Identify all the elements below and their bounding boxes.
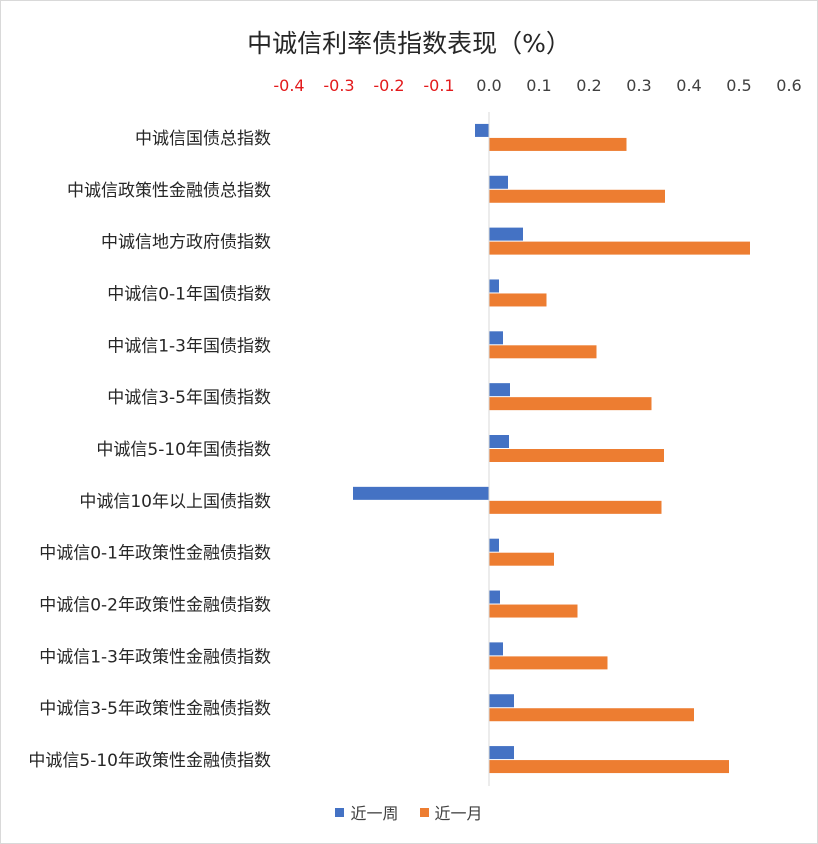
bar-month <box>489 552 554 566</box>
x-tick-label: 0.4 <box>676 76 701 95</box>
category-label: 中诚信1-3年政策性金融债指数 <box>39 647 271 667</box>
legend-label-month: 近一月 <box>434 804 483 823</box>
category-label: 中诚信3-5年政策性金融债指数 <box>39 699 271 719</box>
chart-legend: 近一周 近一月 <box>0 800 818 824</box>
bar-month <box>489 760 729 774</box>
bar-week <box>489 383 510 397</box>
category-label: 中诚信0-1年国债指数 <box>107 284 271 304</box>
x-tick-label: -0.1 <box>423 76 454 95</box>
bar-month <box>489 604 578 618</box>
bar-month <box>489 708 694 722</box>
x-tick-label: -0.3 <box>323 76 354 95</box>
bar-week <box>489 590 500 604</box>
bar-week <box>489 642 503 656</box>
legend-item-month: 近一月 <box>419 800 483 824</box>
bar-week <box>489 227 523 241</box>
bar-month <box>489 449 664 462</box>
bar-month <box>489 500 662 514</box>
x-tick-label: 0.3 <box>626 76 651 95</box>
bar-week <box>489 331 503 345</box>
x-tick-label: -0.2 <box>373 76 404 95</box>
x-tick-label: -0.4 <box>273 76 304 95</box>
bar-week <box>489 746 514 760</box>
category-label: 中诚信政策性金融债总指数 <box>67 181 271 201</box>
category-label: 中诚信5-10年国债指数 <box>96 440 271 460</box>
x-tick-label: 0.0 <box>476 76 501 95</box>
bar-week <box>489 435 509 448</box>
bar-week <box>475 123 489 137</box>
x-tick-label: 0.5 <box>726 76 751 95</box>
x-tick-label: 0.1 <box>526 76 551 95</box>
category-label: 中诚信10年以上国债指数 <box>79 492 271 512</box>
bar-month <box>489 293 547 307</box>
bar-month <box>489 397 652 411</box>
bar-month <box>489 345 597 359</box>
bar-month <box>489 656 608 670</box>
category-label: 中诚信5-10年政策性金融债指数 <box>28 751 271 771</box>
x-tick-label: 0.6 <box>776 76 801 95</box>
legend-label-week: 近一周 <box>350 804 399 823</box>
bar-week <box>489 538 499 552</box>
category-label: 中诚信国债总指数 <box>135 129 271 149</box>
bar-week <box>353 486 489 500</box>
category-label: 中诚信地方政府债指数 <box>101 233 271 253</box>
bar-month <box>489 137 627 151</box>
category-label: 中诚信0-2年政策性金融债指数 <box>39 596 271 616</box>
chart-title: 中诚信利率债指数表现（%） <box>247 29 571 58</box>
bar-week <box>489 694 514 708</box>
legend-swatch-month <box>419 807 429 817</box>
bar-month <box>489 189 665 203</box>
x-tick-label: 0.2 <box>576 76 601 95</box>
category-label: 中诚信1-3年国债指数 <box>107 336 271 356</box>
category-label: 中诚信0-1年政策性金融债指数 <box>39 544 271 564</box>
bar-week <box>489 175 508 189</box>
legend-swatch-week <box>335 807 345 817</box>
bar-month <box>489 241 750 255</box>
bar-week <box>489 279 499 293</box>
legend-item-week: 近一周 <box>335 800 398 824</box>
category-label: 中诚信3-5年国债指数 <box>107 388 271 408</box>
